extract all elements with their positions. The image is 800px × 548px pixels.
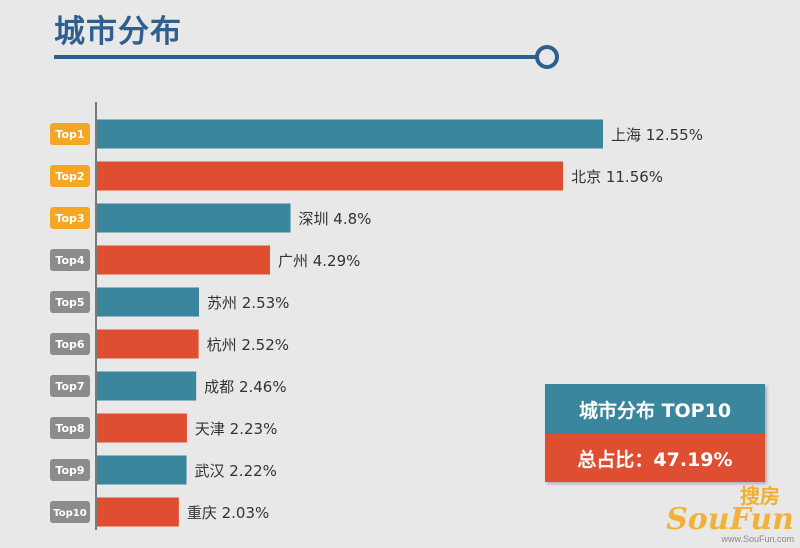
rank-label: Top3 bbox=[55, 212, 84, 225]
bar-label: 成都 2.46% bbox=[204, 378, 286, 396]
title-underline bbox=[54, 55, 538, 59]
rank-badge bbox=[50, 459, 90, 481]
rank-badge bbox=[50, 417, 90, 439]
watermark-url: www.SouFun.com bbox=[721, 534, 794, 544]
bar-label: 杭州 2.52% bbox=[207, 336, 289, 354]
bar bbox=[97, 329, 199, 359]
bar-label: 武汉 2.22% bbox=[195, 462, 277, 480]
rank-label: Top2 bbox=[55, 170, 84, 183]
rank-label: Top10 bbox=[53, 508, 86, 519]
bar-label: 重庆 2.03% bbox=[187, 504, 269, 522]
rank-label: Top5 bbox=[55, 296, 84, 309]
bar bbox=[97, 287, 200, 317]
bar-label: 天津 2.23% bbox=[195, 420, 277, 438]
bar bbox=[97, 245, 270, 275]
watermark-zh: 搜房 bbox=[740, 484, 780, 508]
bar bbox=[97, 413, 187, 443]
bar-label: 北京 11.56% bbox=[571, 168, 663, 186]
summary-box: 城市分布 TOP10 总占比：47.19% bbox=[545, 384, 765, 482]
rank-badge bbox=[50, 375, 90, 397]
rank-label: Top9 bbox=[55, 464, 84, 477]
rank-label: Top4 bbox=[55, 254, 84, 267]
bar-label: 广州 4.29% bbox=[278, 252, 360, 270]
rank-label: Top6 bbox=[55, 338, 84, 351]
rank-label: Top8 bbox=[55, 422, 84, 435]
soufun-watermark: 搜房 SouFun www.SouFun.com bbox=[666, 486, 794, 544]
bar bbox=[97, 161, 564, 191]
bar bbox=[97, 119, 603, 149]
rank-badge bbox=[50, 291, 90, 313]
summary-title: 城市分布 TOP10 bbox=[545, 384, 765, 434]
bar bbox=[97, 203, 291, 233]
rank-badge bbox=[50, 501, 90, 523]
rank-badge bbox=[50, 207, 90, 229]
bar bbox=[97, 497, 179, 527]
rank-badge bbox=[50, 165, 90, 187]
summary-total: 总占比：47.19% bbox=[545, 434, 765, 482]
bar-label: 上海 12.55% bbox=[611, 126, 703, 144]
watermark-en: SouFun bbox=[666, 502, 794, 537]
bar bbox=[97, 371, 197, 401]
bar bbox=[97, 455, 187, 485]
rank-label: Top1 bbox=[55, 128, 84, 141]
bar-label: 深圳 4.8% bbox=[299, 210, 372, 228]
bar-label: 苏州 2.53% bbox=[207, 294, 289, 312]
rank-badge bbox=[50, 249, 90, 271]
rank-badge bbox=[50, 333, 90, 355]
title-circle-decoration bbox=[535, 45, 559, 69]
rank-badge bbox=[50, 123, 90, 145]
page-title: 城市分布 bbox=[54, 14, 182, 50]
rank-label: Top7 bbox=[55, 380, 84, 393]
